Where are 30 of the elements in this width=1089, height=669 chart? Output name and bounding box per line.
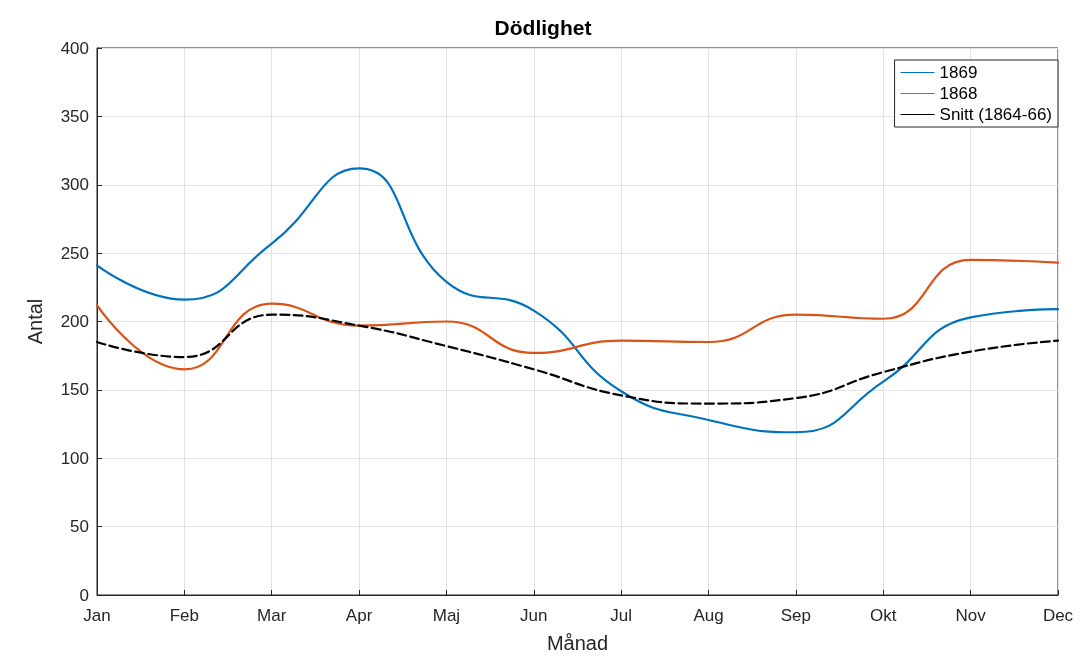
chart-title: Dödlighet <box>494 16 592 39</box>
line-series <box>95 258 1060 371</box>
y-tick-label: 300 <box>60 175 89 195</box>
line-series <box>95 167 1060 434</box>
x-tick-label: Feb <box>169 606 200 625</box>
y-tick-label: 250 <box>60 243 89 263</box>
x-tick-label: Jul <box>610 606 633 625</box>
x-tick-label: Jun <box>520 606 548 625</box>
x-tick-label: Apr <box>345 606 373 625</box>
legend-label: Snitt (1864-66) <box>939 105 1052 124</box>
x-tick-label: Aug <box>693 606 724 625</box>
x-tick-label: Jan <box>83 606 111 625</box>
legend-label: 1868 <box>939 84 978 103</box>
x-tick-label: Dec <box>1042 606 1074 625</box>
y-tick-label: 350 <box>60 106 89 126</box>
y-tick-label: 200 <box>60 312 89 331</box>
y-tick-label: 400 <box>60 38 89 58</box>
y-tick-label: 100 <box>60 448 89 468</box>
x-tick-label: Nov <box>955 606 987 625</box>
line-series <box>95 313 1060 405</box>
legend-label: 1869 <box>939 63 978 82</box>
y-tick-label: 0 <box>79 585 89 605</box>
x-tick-label: Sep <box>780 606 812 625</box>
x-tick-label: Okt <box>870 606 897 625</box>
x-tick-label: Maj <box>432 606 461 625</box>
y-tick-label: 50 <box>70 517 89 537</box>
x-tick-label: Mar <box>257 606 287 625</box>
x-axis-title: Månad <box>546 632 609 654</box>
y-axis-title: Antal <box>24 298 46 345</box>
y-tick-label: 150 <box>60 380 89 400</box>
